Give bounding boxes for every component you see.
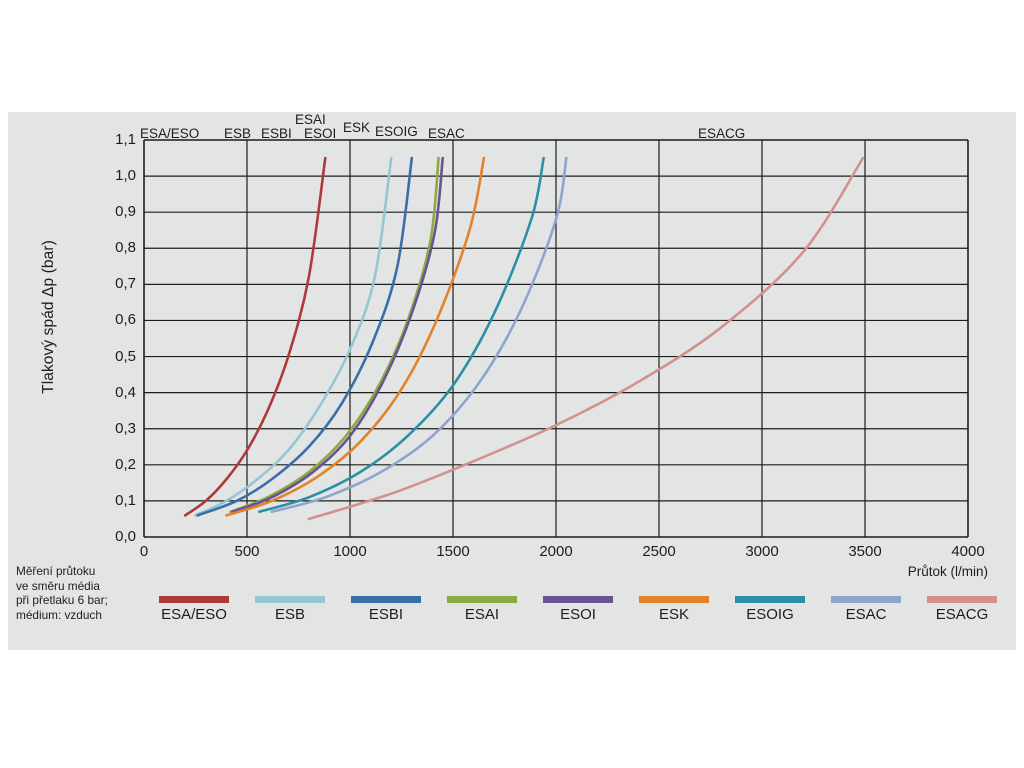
legend-label: ESB — [274, 606, 305, 623]
y-tick-label: 1,0 — [115, 167, 136, 185]
y-axis-title: Tlakový spád Δp (bar) — [40, 240, 57, 394]
measurement-note: Měření průtoku ve směru média při přetla… — [16, 564, 146, 622]
legend-item[interactable]: ESACG — [914, 596, 1010, 623]
legend-item[interactable]: ESA/ESO — [146, 596, 242, 623]
legend-color-swatch — [639, 596, 709, 603]
note-line-1: Měření průtoku — [16, 564, 96, 578]
legend-color-swatch — [735, 596, 805, 603]
x-tick-label: 3000 — [745, 543, 779, 560]
note-line-4: médium: vzduch — [16, 607, 102, 622]
y-tick-label: 0,5 — [115, 347, 136, 365]
legend-label: ESOI — [560, 606, 596, 623]
y-tick-label: 1,1 — [115, 131, 136, 148]
x-tick-label: 2000 — [539, 543, 573, 560]
legend-item[interactable]: ESAC — [818, 596, 914, 623]
legend-label: ESAC — [845, 606, 887, 623]
legend-label: ESACG — [935, 606, 989, 623]
legend-item[interactable]: ESBI — [338, 596, 434, 623]
legend-label: ESAI — [464, 606, 500, 623]
legend-item[interactable]: ESAI — [434, 596, 530, 623]
note-line-2: ve směru média — [16, 578, 100, 593]
y-tick-label: 0,8 — [115, 239, 136, 257]
curve-label-esac: ESAC — [428, 126, 465, 141]
y-tick-label: 0,7 — [115, 275, 136, 293]
y-tick-label: 0,2 — [115, 455, 136, 473]
legend-color-swatch — [447, 596, 517, 603]
legend-color-swatch — [351, 596, 421, 603]
x-axis-title: Průtok (l/min) — [907, 564, 988, 579]
curve-label-esb: ESB — [224, 126, 252, 141]
y-tick-label: 0,1 — [115, 491, 136, 509]
legend-color-swatch — [927, 596, 997, 603]
legend-color-swatch — [159, 596, 229, 603]
curve-label-esacg: ESACG — [698, 126, 746, 141]
x-tick-label: 500 — [234, 543, 260, 560]
curve-label-esoig: ESOIG — [375, 124, 418, 139]
legend-item[interactable]: ESOIG — [722, 596, 818, 623]
y-tick-label: 0,6 — [115, 311, 136, 329]
legend-color-swatch — [543, 596, 613, 603]
chart-panel: Tlakový spád Δp (bar) Průtok (l/min) 0,0… — [8, 112, 1016, 650]
legend-item[interactable]: ESOI — [530, 596, 626, 623]
x-tick-label: 3500 — [848, 543, 882, 560]
x-tick-label: 4000 — [951, 543, 985, 560]
x-tick-label: 2500 — [642, 543, 676, 560]
y-tick-label: 0,4 — [115, 383, 136, 401]
x-tick-label: 1000 — [333, 543, 367, 560]
y-tick-label: 0,3 — [115, 419, 136, 437]
legend-label: ESK — [658, 606, 689, 623]
y-tick-label: 0,0 — [115, 528, 136, 545]
x-tick-label: 1500 — [436, 543, 470, 560]
legend-item[interactable]: ESK — [626, 596, 722, 623]
curve-label-esk: ESK — [343, 120, 371, 135]
legend-color-swatch — [831, 596, 901, 603]
legend-label: ESA/ESO — [161, 606, 227, 623]
curve-label-esbi: ESBI — [261, 126, 292, 141]
y-tick-label: 0,9 — [115, 203, 136, 221]
curve-label-esai: ESAI — [295, 112, 326, 127]
legend-color-swatch — [255, 596, 325, 603]
legend-label: ESBI — [368, 606, 404, 623]
note-line-3: při přetlaku 6 bar; — [16, 593, 108, 608]
chart-legend: ESA/ESO ESB ESBI ESAI ESOI ESK ESOIG ESAC ESACG — [146, 596, 1016, 642]
legend-label: ESOIG — [746, 606, 794, 623]
curve-label-esoi: ESOI — [304, 126, 337, 141]
legend-item[interactable]: ESB — [242, 596, 338, 623]
x-tick-label: 0 — [139, 543, 149, 560]
flow-pressure-drop-chart — [143, 139, 969, 538]
curve-label-esa-eso: ESA/ESO — [140, 126, 200, 141]
chart-area: Tlakový spád Δp (bar) Průtok (l/min) 0,0… — [8, 112, 1016, 650]
